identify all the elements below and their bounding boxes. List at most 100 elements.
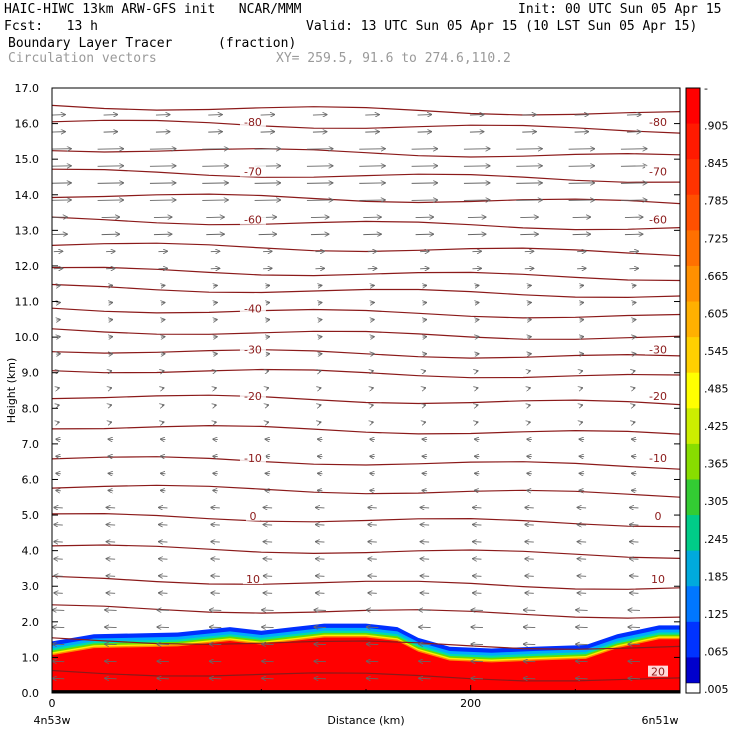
wind-vector bbox=[306, 183, 333, 184]
wind-vector bbox=[209, 627, 222, 628]
wind-vector bbox=[420, 576, 430, 577]
wind-vector bbox=[56, 302, 60, 303]
wind-vector bbox=[631, 456, 637, 457]
contour-label-bg bbox=[239, 165, 266, 177]
contour-label-bg bbox=[239, 213, 266, 225]
wind-vector bbox=[469, 115, 484, 116]
wind-vector bbox=[265, 473, 271, 474]
contour-label--80: -80 bbox=[244, 116, 262, 129]
wind-vector bbox=[211, 525, 220, 526]
wind-vector bbox=[419, 644, 431, 645]
wind-vector bbox=[105, 610, 117, 611]
contour-line--80 bbox=[52, 119, 680, 134]
contour-label--60: -60 bbox=[649, 214, 667, 227]
wind-vector bbox=[155, 115, 170, 116]
wind-vector bbox=[306, 200, 333, 201]
contour-label--70: -70 bbox=[244, 166, 262, 179]
field-name: Boundary Layer Tracer bbox=[8, 36, 173, 51]
wind-vector bbox=[633, 405, 635, 406]
contour-line-unlabeled bbox=[52, 147, 680, 158]
colorbar-label: .545 bbox=[704, 345, 729, 358]
wind-vector bbox=[52, 610, 65, 611]
wind-vector bbox=[476, 371, 478, 372]
contour-label-bg bbox=[242, 573, 263, 585]
wind-vector bbox=[411, 200, 438, 201]
wind-vector bbox=[580, 302, 584, 303]
wind-vector bbox=[254, 200, 281, 201]
wind-vector bbox=[106, 507, 116, 508]
wind-vector bbox=[110, 371, 112, 372]
contour-line--60 bbox=[52, 216, 680, 231]
wind-vector bbox=[54, 559, 63, 560]
contour-line-unlabeled bbox=[52, 604, 680, 619]
wind-vector bbox=[579, 456, 585, 457]
wind-vector bbox=[475, 320, 479, 321]
wind-vector bbox=[319, 388, 321, 389]
wind-vector bbox=[577, 507, 587, 508]
wind-vector bbox=[312, 132, 327, 133]
vector-field-name: Circulation vectors bbox=[8, 51, 157, 66]
contour-label-10: 10 bbox=[651, 573, 665, 586]
wind-vector bbox=[208, 115, 222, 116]
wind-vector bbox=[263, 507, 273, 508]
wind-vector bbox=[524, 268, 534, 269]
wind-vector bbox=[370, 320, 374, 321]
wind-vector bbox=[56, 320, 60, 321]
wind-vector bbox=[476, 422, 478, 423]
wind-vector bbox=[263, 251, 272, 252]
wind-vector bbox=[317, 456, 323, 457]
wind-vector bbox=[475, 337, 479, 338]
wind-vector bbox=[359, 200, 385, 201]
wind-vector bbox=[624, 217, 643, 218]
wind-vector bbox=[368, 576, 377, 577]
wind-vector bbox=[472, 525, 482, 526]
contour-line-unlabeled bbox=[52, 544, 680, 559]
wind-vector bbox=[367, 268, 377, 269]
wind-vector bbox=[620, 183, 647, 184]
wind-vector bbox=[467, 217, 486, 218]
wind-vector bbox=[213, 456, 218, 457]
y-tick-label: 15.0 bbox=[15, 153, 40, 166]
wind-vector bbox=[318, 285, 322, 286]
wind-vector bbox=[306, 166, 333, 167]
contour-label-bg bbox=[239, 343, 266, 355]
wind-vector bbox=[476, 405, 478, 406]
wind-vector bbox=[306, 149, 333, 150]
wind-vector bbox=[213, 337, 217, 338]
forecast-hour: Fcst: 13 h bbox=[4, 19, 98, 34]
contour-label--40: -40 bbox=[244, 303, 262, 316]
wind-vector bbox=[149, 183, 176, 184]
valid-time: Valid: 13 UTC Sun 05 Apr 15 (10 LST Sun … bbox=[306, 19, 698, 34]
wind-vector bbox=[633, 422, 635, 423]
wind-vector bbox=[109, 337, 113, 338]
contour-label-bg bbox=[239, 452, 266, 464]
wind-vector bbox=[417, 115, 432, 116]
wind-vector bbox=[53, 251, 63, 252]
wind-vector bbox=[419, 610, 431, 611]
wind-vector bbox=[315, 559, 325, 560]
wind-vector bbox=[105, 678, 117, 679]
y-tick-label: 3.0 bbox=[22, 580, 40, 593]
wind-vector bbox=[202, 183, 228, 184]
colorbar-swatch bbox=[686, 515, 700, 552]
wind-vector bbox=[474, 473, 480, 474]
wind-vector bbox=[318, 354, 322, 355]
wind-vector bbox=[523, 661, 536, 662]
colorbar-label: .485 bbox=[704, 383, 729, 396]
wind-vector bbox=[520, 234, 538, 235]
wind-vector bbox=[266, 354, 270, 355]
wind-vector bbox=[520, 217, 538, 218]
wind-vector bbox=[523, 644, 536, 645]
wind-vector bbox=[52, 183, 71, 184]
wind-vector bbox=[267, 388, 269, 389]
wind-vector bbox=[576, 610, 588, 611]
wind-vector bbox=[57, 422, 59, 423]
wind-vector bbox=[463, 166, 490, 167]
wind-vector bbox=[474, 456, 480, 457]
wind-vector bbox=[423, 320, 427, 321]
wind-vector bbox=[472, 268, 481, 269]
y-tick-label: 7.0 bbox=[22, 438, 40, 451]
wind-vector bbox=[105, 627, 117, 628]
wind-vector bbox=[577, 576, 587, 577]
wind-vector bbox=[211, 507, 220, 508]
